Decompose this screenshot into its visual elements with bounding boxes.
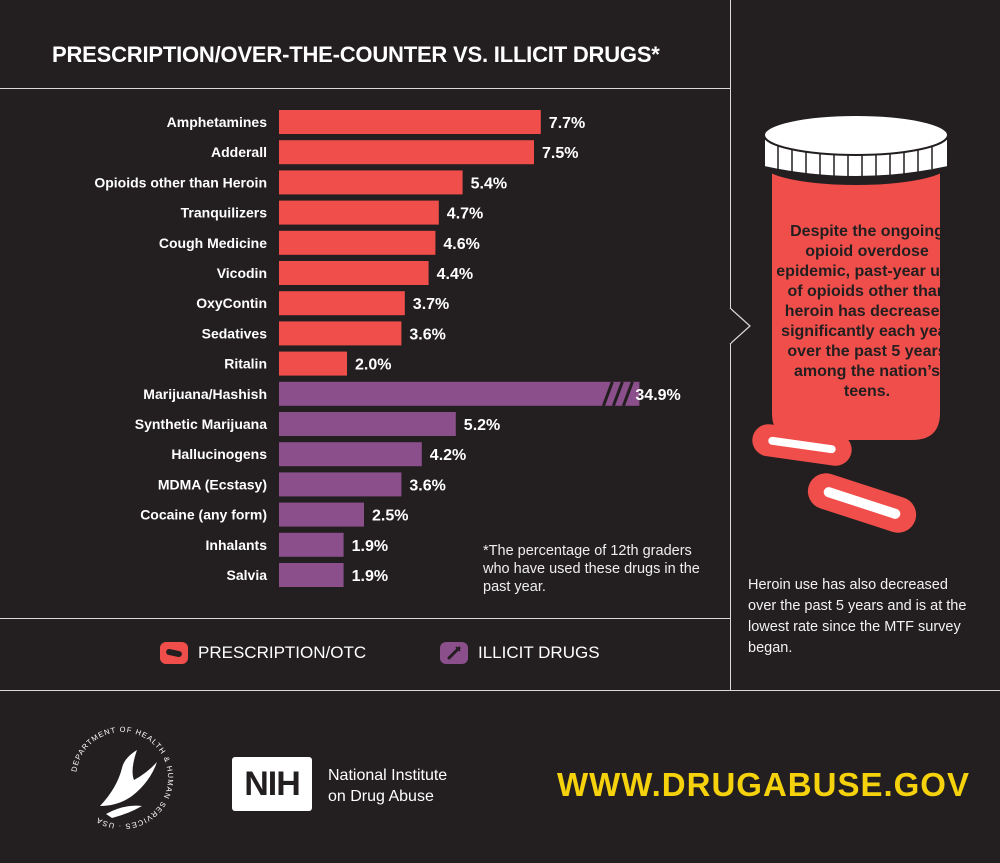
nih-name-line1: National Institute [328,767,448,784]
value-label-opioids-other-than-heroin: 5.4% [471,175,507,192]
legend-prescription: PRESCRIPTION/OTC [160,642,366,664]
legend-illicit-label: ILLICIT DRUGS [478,643,600,662]
category-label-marijuana-hashish: Marijuana/Hashish [143,386,267,402]
category-label-tranquilizers: Tranquilizers [181,205,268,221]
value-label-amphetamines: 7.7% [549,115,585,132]
pill-icon [160,642,188,664]
category-label-cough-medicine: Cough Medicine [159,235,267,251]
legend-divider-top [0,618,730,619]
bar-amphetamines [279,110,541,134]
value-label-cocaine-any-form: 2.5% [372,508,408,525]
website-url[interactable]: WWW.DRUGABUSE.GOV [557,766,970,803]
category-label-salvia: Salvia [227,567,268,583]
hhs-seal-icon: DEPARTMENT OF HEALTH & HUMAN SERVICES · … [69,725,174,831]
chart-footnote: *The percentage of 12th graders who have… [483,543,700,595]
nih-logo: NIH [232,757,312,811]
category-label-hallucinogens: Hallucinogens [171,446,267,462]
bar-tranquilizers [279,200,439,225]
heroin-note: Heroin use has also decreased over the p… [748,577,967,656]
category-label-adderall: Adderall [211,144,267,160]
category-label-cocaine-any-form: Cocaine (any form) [140,507,267,523]
bottle-callout-text: Despite the ongoing opioid overdose epid… [776,223,958,400]
bar-chart: Amphetamines 7.7% Adderall 7.5% Opioids othe… [94,110,681,587]
value-label-salvia: 1.9% [352,568,388,585]
value-label-inhalants: 1.9% [352,538,388,555]
chart-title: PRESCRIPTION/OVER-THE-COUNTER VS. ILLICI… [52,42,660,67]
nih-name-line2: on Drug Abuse [328,788,434,805]
bar-cough-medicine [279,230,436,255]
value-label-oxycontin: 3.7% [413,296,449,313]
category-label-sedatives: Sedatives [202,325,268,341]
callout-notch [729,308,751,344]
value-label-vicodin: 4.4% [437,266,473,283]
vertical-divider [730,0,731,690]
category-label-ritalin: Ritalin [224,356,267,372]
bar-synthetic-marijuana [279,412,456,436]
bar-vicodin [279,261,429,285]
bar-sedatives [279,321,402,346]
category-label-inhalants: Inhalants [206,537,268,553]
bar-mdma-ecstasy [279,472,402,497]
category-label-mdma-ecstasy: MDMA (Ecstasy) [158,476,267,492]
bar-adderall [279,140,534,165]
value-label-ritalin: 2.0% [355,357,391,374]
value-label-marijuana-hashish: 34.9% [635,387,680,404]
axis-break-marks [601,381,634,407]
value-label-cough-medicine: 4.6% [443,236,479,253]
bar-opioids-other-than-heroin [279,170,463,195]
bar-inhalants [279,532,344,557]
nih-logo-text: NIH [244,764,301,803]
bar-ritalin [279,351,347,376]
category-label-amphetamines: Amphetamines [167,114,268,130]
category-label-vicodin: Vicodin [217,265,267,281]
bar-oxycontin [279,291,405,316]
title-divider [0,88,730,89]
bar-hallucinogens [279,442,422,467]
category-label-synthetic-marijuana: Synthetic Marijuana [135,416,267,432]
value-label-adderall: 7.5% [542,145,578,162]
legend-illicit: ILLICIT DRUGS [440,642,600,664]
value-label-tranquilizers: 4.7% [447,206,483,223]
bar-marijuana-hashish [279,381,640,406]
value-label-hallucinogens: 4.2% [430,447,466,464]
bar-salvia [279,563,344,587]
category-label-oxycontin: OxyContin [196,295,267,311]
footer-divider [0,690,1000,691]
bar-cocaine-any-form [279,502,364,527]
value-label-sedatives: 3.6% [409,326,445,343]
value-label-mdma-ecstasy: 3.6% [409,477,445,494]
value-label-synthetic-marijuana: 5.2% [464,417,500,434]
category-label-opioids-other-than-heroin: Opioids other than Heroin [94,174,267,190]
pill-bottle-icon [752,114,949,533]
nih-name: National Institute on Drug Abuse [328,765,447,807]
syringe-icon [440,642,468,664]
legend-prescription-label: PRESCRIPTION/OTC [198,643,367,662]
